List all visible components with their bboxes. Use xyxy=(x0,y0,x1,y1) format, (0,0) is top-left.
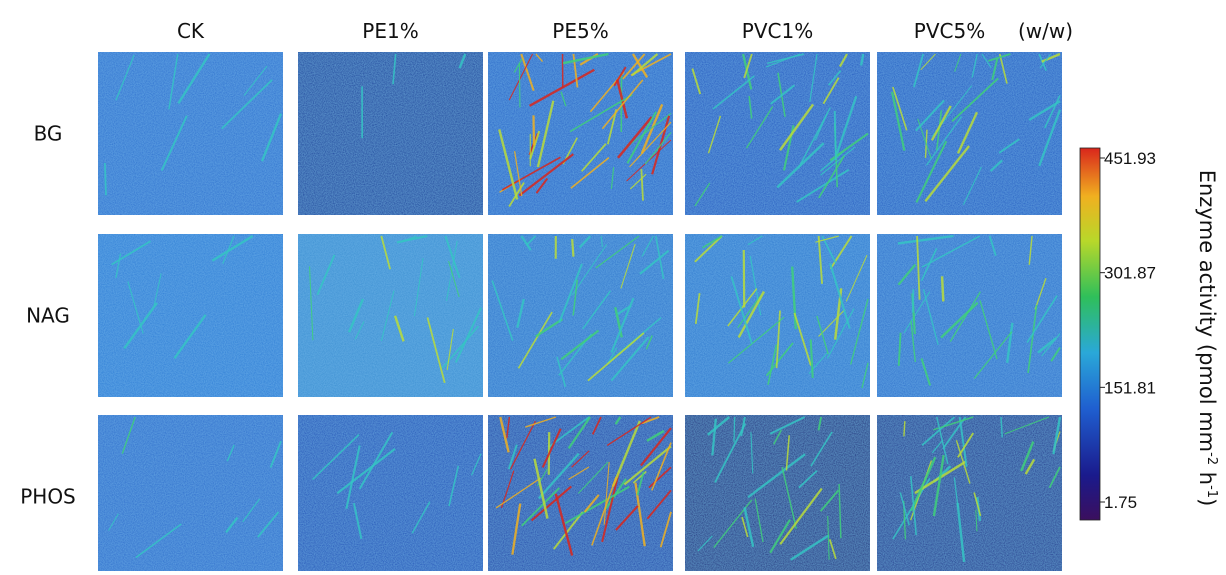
image-panel xyxy=(685,234,870,397)
image-panel xyxy=(685,415,870,571)
streak xyxy=(572,239,573,257)
column-header: PVC5% xyxy=(914,19,985,43)
row-label: NAG xyxy=(26,304,70,328)
colorbar-tick-label: 151.81 xyxy=(1104,378,1156,397)
panel-grid xyxy=(98,52,1062,571)
label-sup: -2 xyxy=(1204,452,1219,465)
streak xyxy=(533,115,534,145)
streak xyxy=(913,289,914,312)
column-header: PE1% xyxy=(362,19,418,43)
image-panel xyxy=(488,415,673,571)
streak xyxy=(734,417,735,442)
image-panel xyxy=(488,234,673,397)
panel-background xyxy=(98,234,283,397)
label-part: h xyxy=(1195,465,1219,485)
column-header: CK xyxy=(177,19,205,43)
image-panel xyxy=(98,415,283,571)
image-panel xyxy=(98,52,283,215)
row-label: BG xyxy=(34,122,63,146)
image-panel xyxy=(298,415,483,571)
image-panel xyxy=(877,234,1062,397)
streak xyxy=(105,163,106,195)
column-note: (w/w) xyxy=(1018,19,1073,43)
streak xyxy=(835,111,836,160)
label-part: ) xyxy=(1195,498,1219,506)
colorbar xyxy=(1080,148,1100,520)
colorbar-tick-label: 1.75 xyxy=(1104,493,1137,512)
image-panel xyxy=(298,52,483,215)
row-label: PHOS xyxy=(20,485,76,509)
image-panel xyxy=(877,415,1062,571)
panel-background xyxy=(685,234,870,397)
panel-background xyxy=(298,52,483,215)
panel-background xyxy=(488,415,673,571)
image-panel xyxy=(685,52,870,215)
image-panel xyxy=(98,234,283,397)
panel-background xyxy=(298,415,483,571)
panel-background xyxy=(298,234,483,397)
column-header: PE5% xyxy=(552,19,608,43)
panel-background xyxy=(877,52,1062,215)
colorbar-tick-label: 451.93 xyxy=(1104,149,1156,168)
image-panel xyxy=(877,52,1062,215)
panel-background xyxy=(488,234,673,397)
image-panel xyxy=(488,52,673,215)
label-sup: -1 xyxy=(1204,485,1219,498)
panel-background xyxy=(98,415,283,571)
label-part: Enzyme activity (pmol mm xyxy=(1195,170,1219,452)
colorbar-label: Enzyme activity (pmol mm-2 h-1) xyxy=(1195,170,1219,507)
image-panel xyxy=(298,234,483,397)
panel-background xyxy=(877,234,1062,397)
streak xyxy=(942,276,943,301)
page: (w/w) Enzyme activity (pmol mm-2 h-1) CK… xyxy=(0,0,1226,571)
column-header: PVC1% xyxy=(742,19,813,43)
colorbar-tick-label: 301.87 xyxy=(1104,264,1156,283)
panel-background xyxy=(685,52,870,215)
streak xyxy=(519,64,520,108)
figure: (w/w) Enzyme activity (pmol mm-2 h-1) CK… xyxy=(0,0,1226,571)
streak xyxy=(904,421,905,436)
